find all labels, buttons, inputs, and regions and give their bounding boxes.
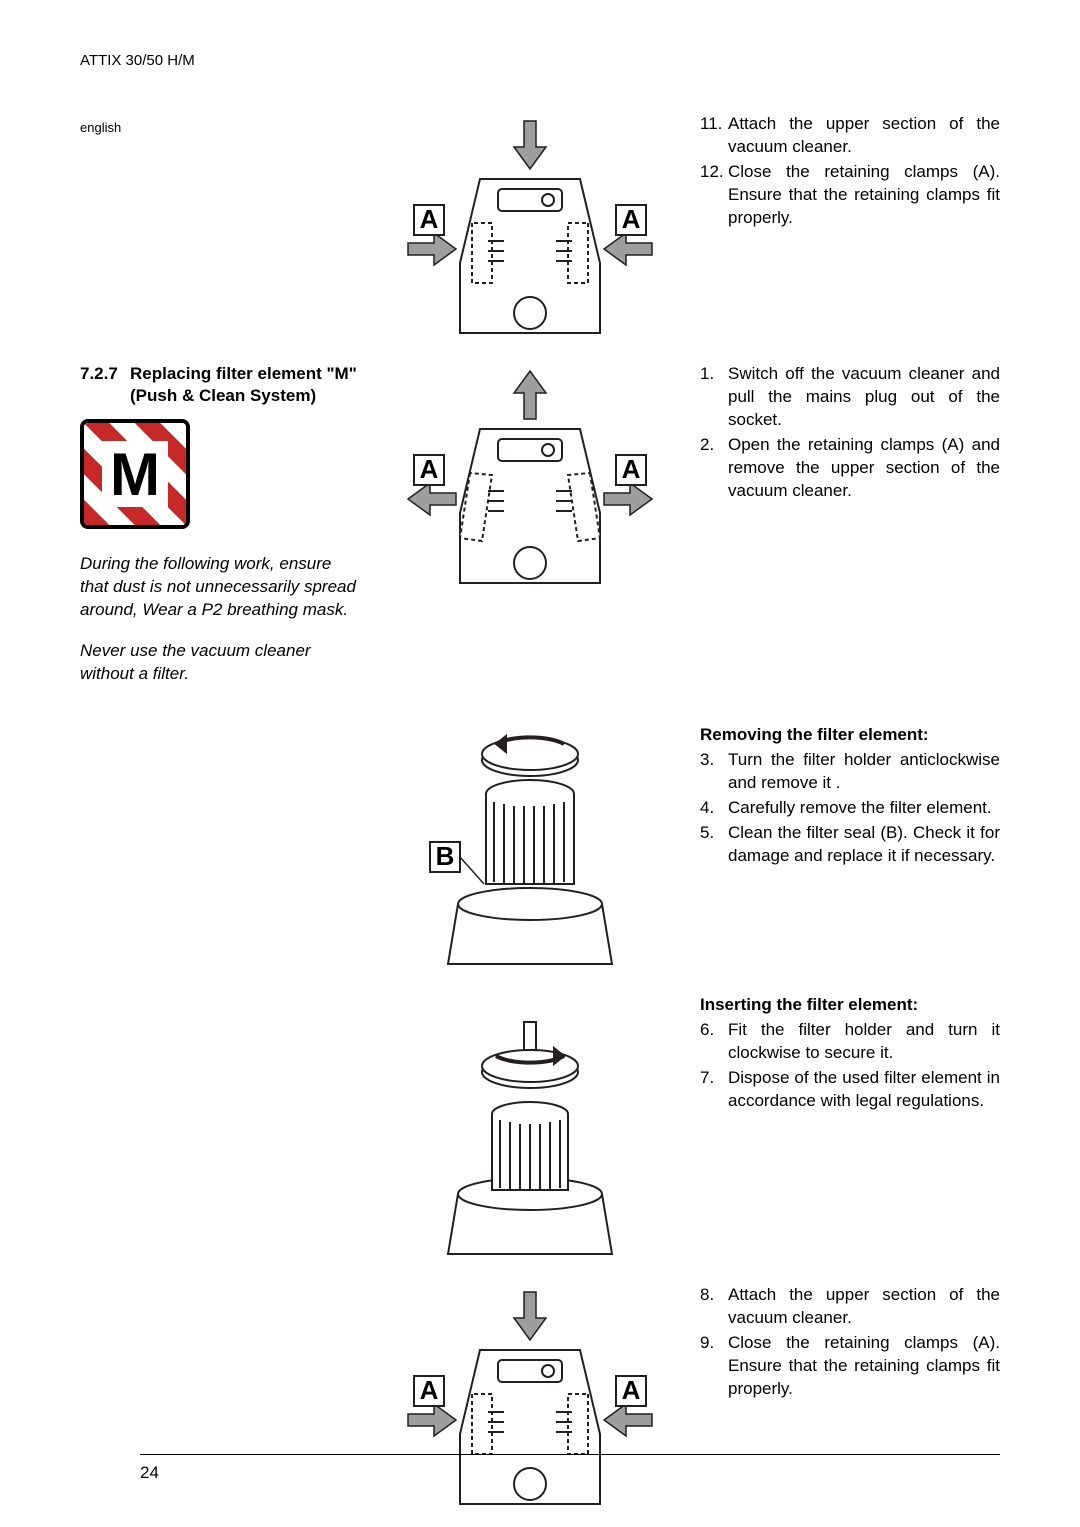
steps-close: 8.Attach the upper section of the vacuum…	[700, 1284, 1000, 1401]
row-insert: Inserting the filter element: 6.Fit the …	[80, 994, 1000, 1264]
svg-text:A: A	[420, 454, 439, 484]
row-open: 7.2.7 Replacing filter element "M" (Push…	[80, 363, 1000, 704]
diagram-close-clamps-bottom: A A	[400, 1284, 660, 1514]
diagram-open-clamps: A A	[400, 363, 660, 593]
diagram-remove-filter: B	[400, 724, 660, 974]
remove-heading: Removing the filter element:	[700, 724, 1000, 747]
footer-rule	[140, 1454, 1000, 1455]
section-heading: 7.2.7 Replacing filter element "M" (Push…	[80, 363, 360, 407]
steps-insert: 6.Fit the filter holder and turn it cloc…	[700, 1019, 1000, 1113]
insert-heading: Inserting the filter element:	[700, 994, 1000, 1017]
svg-text:A: A	[622, 1375, 641, 1405]
svg-text:B: B	[436, 841, 455, 871]
svg-text:A: A	[420, 1375, 439, 1405]
row-remove: B Removing the filter element: 3.Turn th…	[80, 724, 1000, 974]
row-close: A A 8.Attach the upper section of the va…	[80, 1284, 1000, 1514]
m-letter: M	[110, 440, 160, 509]
language-label: english	[80, 120, 121, 135]
svg-text:A: A	[622, 454, 641, 484]
svg-text:A: A	[420, 204, 439, 234]
header-model: ATTIX 30/50 H/M	[80, 52, 1000, 69]
steps-top: 11.Attach the upper section of the vacuu…	[700, 113, 1000, 230]
page-number: 24	[140, 1463, 159, 1483]
content: A A 11.Attach the upper section of the v…	[80, 113, 1000, 1514]
svg-text:A: A	[622, 204, 641, 234]
steps-remove: 3.Turn the filter holder anticlockwise a…	[700, 749, 1000, 868]
steps-open: 1.Switch off the vacuum cleaner and pull…	[700, 363, 1000, 503]
page: ATTIX 30/50 H/M english	[0, 0, 1080, 1527]
diagram-insert-filter	[400, 994, 660, 1264]
warning-text: During the following work, ensure that d…	[80, 553, 360, 686]
m-class-badge: M	[80, 419, 190, 529]
row-top: A A 11.Attach the upper section of the v…	[80, 113, 1000, 343]
diagram-close-clamps-top: A A	[400, 113, 660, 343]
